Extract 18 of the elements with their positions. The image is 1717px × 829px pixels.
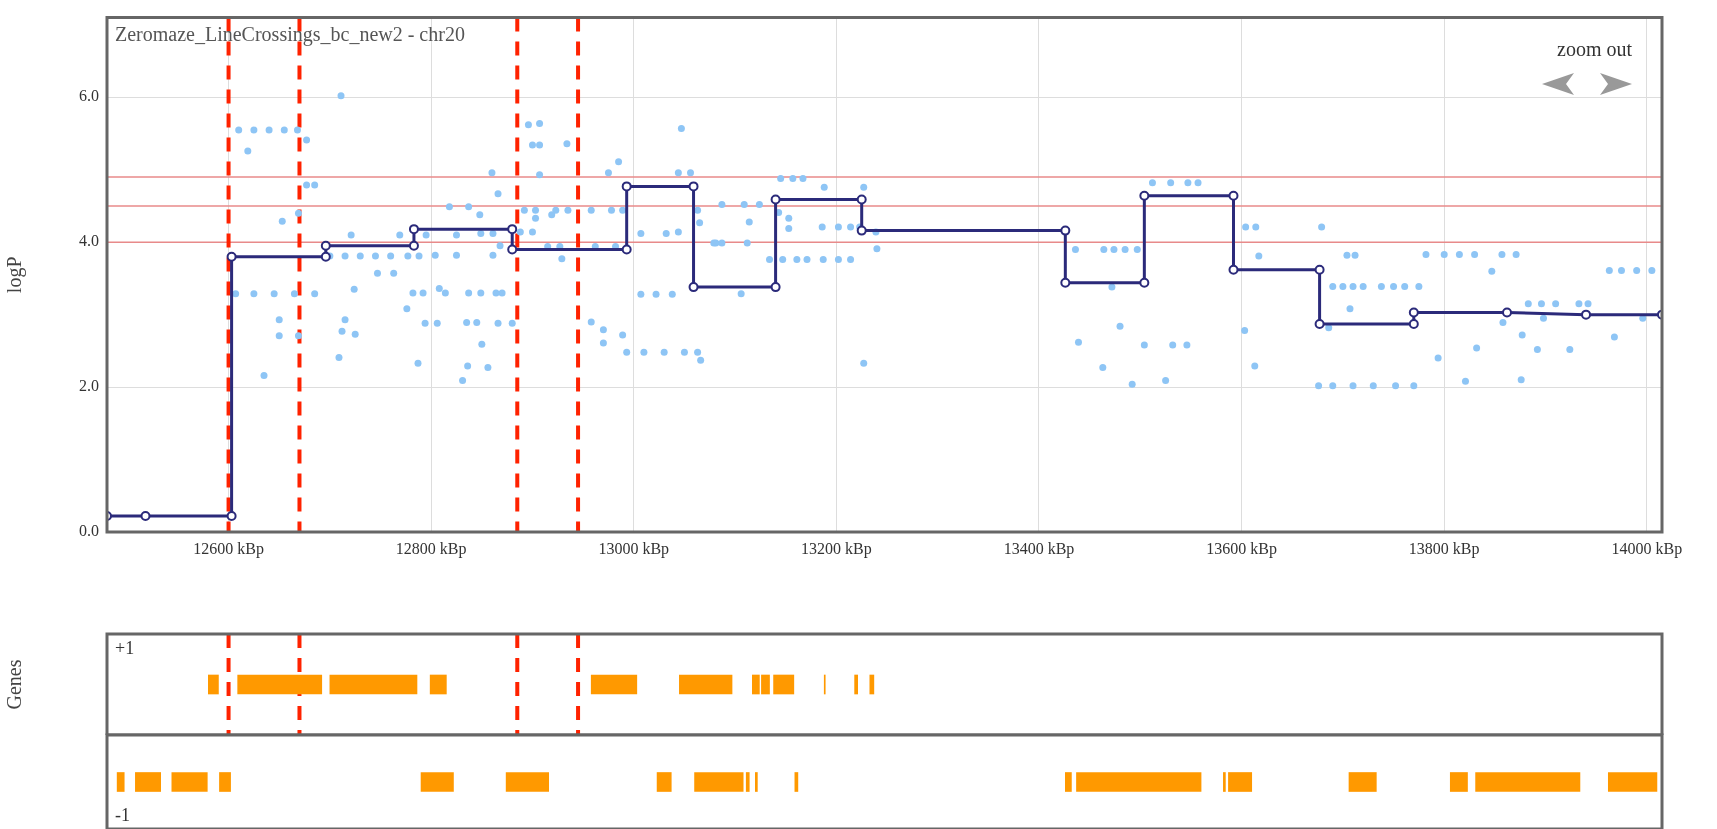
- y-tick-label: 4.0: [79, 232, 99, 250]
- y-tick-label: +1: [115, 637, 135, 658]
- y-tick-label: -1: [115, 804, 130, 825]
- y-axis-title: Genes: [3, 659, 26, 710]
- x-tick-label: 13800 kBp: [1408, 539, 1480, 558]
- y-tick-label: 2.0: [79, 377, 99, 395]
- chart-title: Zeromaze_LineCrossings_bc_new2 - chr20: [115, 22, 465, 46]
- x-tick-label: 12800 kBp: [395, 539, 467, 558]
- x-tick-label: 13000 kBp: [598, 539, 670, 558]
- y-tick-label: 0.0: [79, 522, 99, 540]
- x-tick-label: 12600 kBp: [193, 539, 264, 558]
- y-tick-label: 6.0: [79, 87, 99, 105]
- y-axis-title: logP: [3, 256, 27, 294]
- x-tick-label: 13400 kBp: [1003, 539, 1075, 558]
- x-tick-label: 13200 kBp: [801, 539, 872, 558]
- annotation: zoom out: [1557, 37, 1632, 61]
- x-tick-label: 13600 kBp: [1206, 539, 1277, 558]
- x-tick-label: 14000 kBp: [1611, 539, 1683, 558]
